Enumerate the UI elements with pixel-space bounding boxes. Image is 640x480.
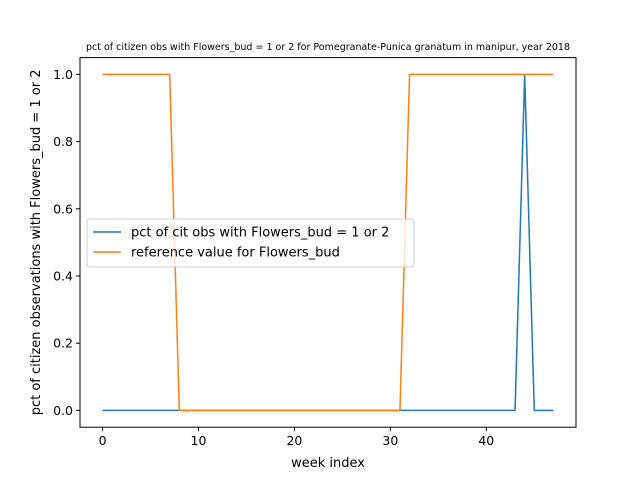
y-tick-label: 0.2 [53, 336, 73, 351]
x-tick-label: 20 [286, 433, 302, 448]
y-tick-label: 0.8 [53, 134, 73, 149]
series-lines [102, 73, 554, 412]
series-line-1 [102, 73, 554, 412]
legend: pct of cit obs with Flowers_bud = 1 or 2… [86, 218, 415, 268]
axis-ticks: 0 10 20 30 40 0.0 0.2 0.4 0.6 0.8 1.0 [53, 67, 494, 448]
x-tick-label: 40 [478, 433, 494, 448]
legend-label-1: reference value for Flowers_bud [131, 246, 340, 261]
y-tick-label: 0.4 [53, 269, 73, 284]
legend-label-0: pct of cit obs with Flowers_bud = 1 or 2 [131, 226, 389, 241]
y-tick-label: 1.0 [53, 67, 73, 82]
legend-box [86, 218, 415, 268]
y-axis-label: pct of citizen observations with Flowers… [29, 70, 44, 416]
plot-area-frame [79, 57, 577, 428]
x-tick-label: 0 [99, 433, 107, 448]
x-tick-label: 10 [191, 433, 207, 448]
y-tick-label: 0.0 [53, 403, 73, 418]
chart-title: pct of citizen obs with Flowers_bud = 1 … [86, 42, 570, 53]
x-axis-label: week index [291, 456, 365, 471]
x-tick-label: 30 [382, 433, 398, 448]
y-tick-label: 0.6 [53, 201, 73, 216]
